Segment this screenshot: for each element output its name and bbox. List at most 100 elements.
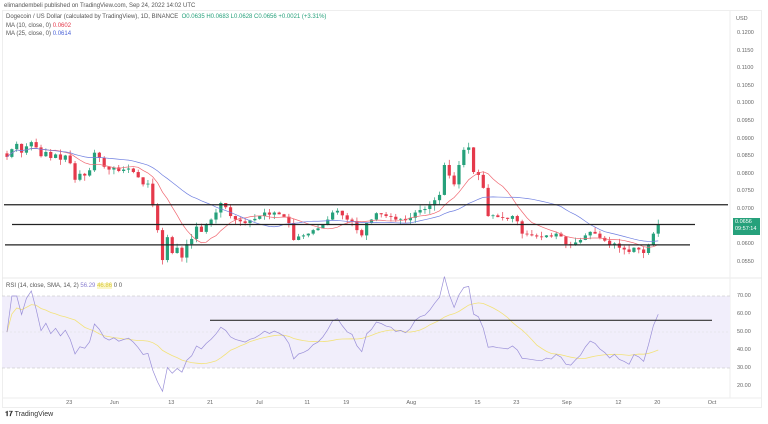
candle-body [248, 220, 252, 224]
candle-body [243, 221, 247, 224]
candle-body [146, 183, 150, 185]
candle-body [525, 233, 529, 235]
time-axis-label: 23 [66, 400, 73, 406]
candle-body [462, 149, 466, 165]
candle-body [486, 187, 490, 217]
time-axis-label: 20 [654, 400, 661, 406]
candle-body [44, 151, 48, 157]
time-axis-label: Oct [707, 400, 717, 406]
publisher-line: elimandembeli published on TradingView.c… [4, 3, 196, 9]
candle-body [136, 172, 140, 178]
price-axis-label: 0.1050 [737, 82, 754, 89]
candle-body [194, 226, 199, 239]
candle-body [394, 216, 398, 220]
candle-body [651, 233, 655, 246]
candle-body [180, 247, 184, 258]
candle-body [253, 218, 257, 221]
candle-body [583, 235, 587, 240]
price-axis-label: 0.0950 [737, 118, 754, 124]
candle-body [15, 143, 19, 150]
candle-body [442, 165, 446, 195]
ma10-line [6, 148, 659, 248]
candle-body [335, 210, 340, 213]
candle-body [559, 233, 563, 237]
candle-body [68, 155, 72, 164]
tv-logo-icon: 𝟏𝟕 [5, 411, 13, 418]
ma2-legend[interactable]: MA (25, close, 0) 0.0614 [6, 31, 71, 37]
candle-body [54, 154, 58, 158]
time-axis-label: 13 [168, 400, 175, 406]
candle-body [627, 249, 631, 252]
price-axis-label: 0.0600 [737, 241, 754, 248]
candle-body [520, 221, 524, 234]
rsi-legend[interactable]: RSI (14, close, SMA, 14, 2) 56.29 46.86 … [6, 283, 122, 289]
candle-body [637, 247, 641, 250]
candle-body [63, 155, 67, 160]
candle-body [267, 212, 272, 215]
candle-body [233, 216, 238, 220]
ma1-legend[interactable]: MA (10, close, 0) 0.0602 [6, 23, 71, 29]
candle-body [262, 212, 267, 217]
price-axis-label: 0.1000 [737, 100, 754, 107]
candle-body [369, 219, 374, 224]
currency-label: USD [736, 16, 748, 22]
ma2-value: 0.0614 [52, 31, 72, 37]
candle-body [228, 207, 233, 217]
candle-body [471, 147, 476, 173]
candle-body [603, 237, 607, 241]
candle-body [151, 183, 155, 206]
candle-body [326, 219, 330, 225]
symbol-title: Dogecoin / US Dollar (calculated by Trad… [6, 14, 179, 20]
time-axis-label: Jul [255, 400, 263, 406]
candle-body [593, 231, 597, 234]
candle-body [204, 224, 208, 232]
candle-body [554, 233, 558, 237]
candle-body [510, 216, 515, 219]
rsi-axis-label: 30.00 [737, 365, 751, 371]
rsi-axis-label: 60.00 [737, 311, 751, 317]
candle-body [331, 212, 335, 220]
ma2-label: MA (25, close, 0) [6, 31, 52, 37]
candle-body [428, 205, 432, 209]
candle-body [58, 154, 63, 160]
price-axis-label: 0.0900 [737, 135, 754, 142]
candle-body [476, 172, 481, 175]
candle-body [496, 215, 500, 218]
price-axis-label: 0.1100 [737, 65, 754, 72]
ohlc-values: O0.0635 H0.0683 L0.0628 C0.0656 +0.0021 … [181, 14, 327, 20]
candle-body [608, 240, 612, 246]
candle-body [78, 173, 82, 180]
candle-body [345, 215, 349, 220]
candle-body [437, 194, 442, 201]
candle-body [287, 216, 291, 224]
candle-body [49, 151, 53, 158]
tradingview-logo[interactable]: 𝟏𝟕 TradingView [5, 411, 53, 419]
candle-body [374, 213, 378, 220]
candle-body [73, 163, 77, 180]
rsi-sma-value: 46.86 [97, 283, 113, 289]
candle-body [126, 168, 131, 170]
candle-body [185, 244, 189, 258]
time-axis-label: 11 [304, 400, 311, 406]
candle-body [389, 216, 393, 217]
candle-body [408, 217, 412, 221]
candle-body [301, 235, 306, 237]
chart-frame [2, 10, 762, 408]
ma25-line [6, 148, 659, 242]
price-axis-label: 0.0850 [737, 153, 754, 160]
candle-body [501, 217, 505, 218]
candle-body [282, 214, 286, 217]
candle-body [505, 217, 510, 219]
candle-body [642, 249, 646, 253]
bar-countdown: 09:57:14 [735, 226, 757, 232]
candle-body [277, 212, 281, 215]
candle-body [491, 215, 495, 217]
candle-body [238, 219, 242, 222]
rsi-sma-line [6, 302, 659, 365]
rsi-value: 56.29 [80, 283, 96, 289]
last-price: 0.0656 [735, 219, 752, 225]
candle-body [122, 169, 126, 171]
candle-body [530, 234, 534, 236]
candle-body [19, 143, 24, 153]
